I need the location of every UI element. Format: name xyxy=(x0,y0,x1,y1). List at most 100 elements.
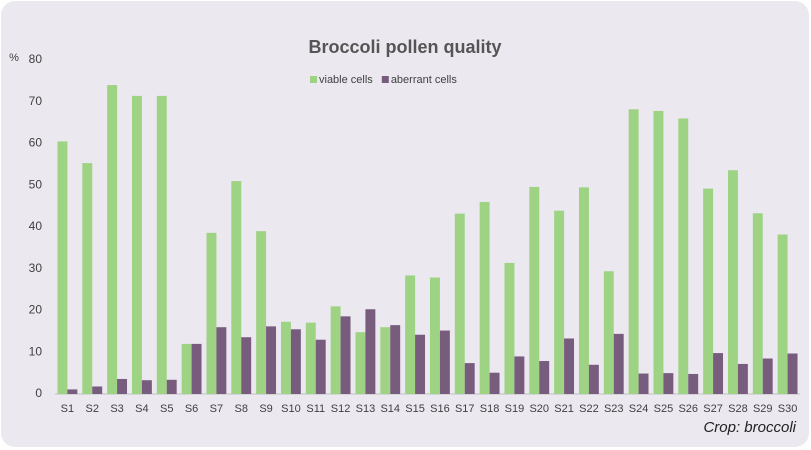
bar xyxy=(390,325,401,394)
bar xyxy=(787,353,798,394)
bar xyxy=(315,339,326,394)
bar xyxy=(365,309,376,394)
bar xyxy=(141,380,152,394)
x-tick-label: S16 xyxy=(430,403,450,415)
bar xyxy=(688,373,699,394)
bar xyxy=(439,330,450,394)
x-tick-label: S8 xyxy=(235,403,248,415)
bar xyxy=(380,327,391,394)
x-tick-label: S29 xyxy=(753,403,773,415)
bar xyxy=(653,110,664,394)
bar xyxy=(539,361,550,394)
y-tick-label: 40 xyxy=(29,219,43,233)
bar xyxy=(67,389,78,394)
x-tick-label: S15 xyxy=(405,403,425,415)
bar xyxy=(405,275,416,394)
bar xyxy=(340,316,351,394)
bar xyxy=(330,306,341,394)
bar xyxy=(156,95,167,394)
bar xyxy=(131,95,142,394)
x-tick-label: S4 xyxy=(135,403,148,415)
bar xyxy=(489,372,500,394)
y-tick-label: 20 xyxy=(29,303,43,317)
y-tick-label: 80 xyxy=(29,52,43,66)
x-tick-label: S9 xyxy=(259,403,272,415)
bar xyxy=(191,343,202,394)
legend-swatch xyxy=(381,76,389,83)
bar xyxy=(588,364,599,394)
x-tick-label: S6 xyxy=(185,403,198,415)
x-tick-label: S30 xyxy=(778,403,798,415)
bar xyxy=(727,170,738,394)
bar xyxy=(415,334,426,394)
annotation: Crop: broccoli xyxy=(703,419,796,436)
legend-label: viable cells xyxy=(319,74,373,86)
bar xyxy=(166,379,177,394)
bar xyxy=(703,188,714,394)
bar xyxy=(564,338,575,394)
bar xyxy=(181,343,192,394)
x-tick-label: S2 xyxy=(86,403,99,415)
x-tick-label: S24 xyxy=(629,403,649,415)
bar xyxy=(752,213,763,394)
bar xyxy=(613,333,624,394)
bar xyxy=(603,271,614,394)
bar xyxy=(713,353,724,394)
x-tick-label: S5 xyxy=(160,403,173,415)
x-tick-label: S10 xyxy=(281,403,301,415)
chart-title: Broccoli pollen quality xyxy=(308,37,501,57)
bar xyxy=(216,327,227,394)
bar xyxy=(107,85,118,395)
bar xyxy=(663,373,674,394)
x-tick-label: S17 xyxy=(455,403,475,415)
bar xyxy=(638,373,649,394)
bar xyxy=(737,363,748,394)
y-tick-label: 10 xyxy=(29,344,43,358)
y-tick-label: 30 xyxy=(29,261,43,275)
bar xyxy=(256,231,267,394)
bar xyxy=(628,109,639,394)
bar xyxy=(678,118,689,394)
x-tick-label: S13 xyxy=(356,403,376,415)
x-tick-label: S23 xyxy=(604,403,624,415)
bar xyxy=(231,181,242,394)
y-axis-label: % xyxy=(9,52,19,64)
legend-label: aberrant cells xyxy=(391,74,458,86)
bar xyxy=(241,337,252,394)
x-tick-label: S19 xyxy=(505,403,525,415)
bar xyxy=(266,326,277,394)
bar xyxy=(504,262,515,394)
bar xyxy=(92,386,103,394)
y-tick-label: 0 xyxy=(35,386,42,400)
bar xyxy=(355,332,366,394)
bar xyxy=(578,187,589,394)
x-tick-label: S1 xyxy=(61,403,74,415)
bar xyxy=(305,322,316,394)
x-tick-label: S25 xyxy=(654,403,674,415)
bar xyxy=(206,232,217,394)
bar xyxy=(280,321,291,394)
bar xyxy=(529,186,540,394)
x-tick-label: S11 xyxy=(306,403,325,415)
bar xyxy=(554,210,565,394)
bar xyxy=(429,277,440,394)
legend-swatch xyxy=(310,76,317,83)
x-tick-label: S27 xyxy=(703,403,723,415)
x-tick-label: S3 xyxy=(110,403,123,415)
x-tick-label: S26 xyxy=(678,403,698,415)
bar xyxy=(464,363,475,394)
x-tick-label: S12 xyxy=(331,403,351,415)
x-tick-label: S20 xyxy=(529,403,549,415)
bar xyxy=(290,329,301,394)
x-tick-label: S18 xyxy=(480,403,500,415)
y-tick-label: 50 xyxy=(29,177,43,191)
bar xyxy=(514,356,525,394)
bar xyxy=(57,141,68,394)
x-tick-label: S14 xyxy=(380,403,400,415)
x-tick-label: S21 xyxy=(554,403,574,415)
x-tick-label: S22 xyxy=(579,403,599,415)
bar xyxy=(762,358,773,394)
bar xyxy=(479,201,490,394)
bar xyxy=(454,213,465,394)
